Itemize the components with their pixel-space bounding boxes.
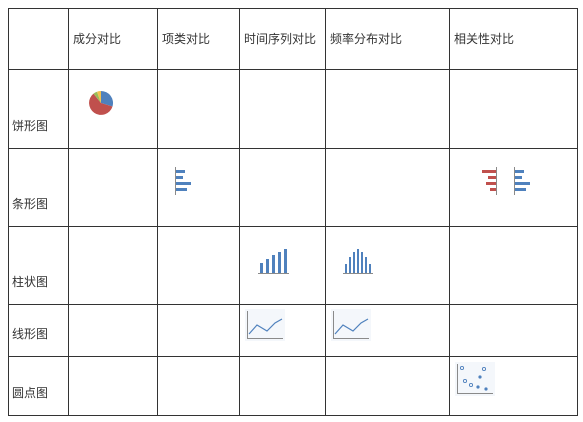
cell-column-item (157, 226, 240, 305)
horizontal-bar-chart-icon (514, 167, 530, 195)
scatter-plot-icon (455, 362, 495, 396)
cell-scatter-composition (68, 356, 158, 416)
cell-bar-correlation (449, 148, 578, 227)
cell-pie-composition (68, 69, 158, 149)
cell-scatter-frequency (325, 356, 450, 416)
cell-bar-time-series (239, 148, 326, 227)
row-header-scatter: 圆点图 (8, 356, 69, 416)
col-header-frequency: 频率分布对比 (325, 8, 450, 70)
line-chart-icon (331, 309, 371, 341)
corner-cell (8, 8, 69, 70)
cell-bar-item (157, 148, 240, 227)
cell-scatter-time-series (239, 356, 326, 416)
row-bar: 条形图 (8, 148, 578, 227)
cell-scatter-item (157, 356, 240, 416)
row-pie: 饼形图 (8, 69, 578, 149)
cell-scatter-correlation (449, 356, 578, 416)
cell-pie-time-series (239, 69, 326, 149)
cell-column-correlation (449, 226, 578, 305)
cell-line-correlation (449, 304, 578, 357)
row-header-pie: 饼形图 (8, 69, 69, 149)
cell-pie-frequency (325, 69, 450, 149)
line-chart-icon (245, 309, 285, 341)
cell-bar-composition (68, 148, 158, 227)
pie-chart-icon (89, 90, 114, 115)
col-header-correlation: 相关性对比 (449, 8, 578, 70)
chart-selection-matrix: 成分对比 项类对比 时间序列对比 频率分布对比 相关性对比 饼形图 条形图 (8, 8, 578, 416)
row-scatter: 圆点图 (8, 356, 578, 416)
column-chart-icon (258, 249, 289, 274)
header-row: 成分对比 项类对比 时间序列对比 频率分布对比 相关性对比 (8, 8, 578, 70)
cell-column-time-series (239, 226, 326, 305)
histogram-icon (343, 249, 373, 274)
cell-line-composition (68, 304, 158, 357)
cell-column-composition (68, 226, 158, 305)
row-header-column: 柱状图 (8, 226, 69, 305)
cell-line-frequency (325, 304, 450, 357)
horizontal-bar-chart-icon (175, 167, 191, 195)
cell-column-frequency (325, 226, 450, 305)
row-header-bar: 条形图 (8, 148, 69, 227)
row-column: 柱状图 (8, 226, 578, 305)
col-header-time-series: 时间序列对比 (239, 8, 326, 70)
cell-bar-frequency (325, 148, 450, 227)
row-line: 线形图 (8, 304, 578, 357)
cell-line-item (157, 304, 240, 357)
col-header-item: 项类对比 (157, 8, 240, 70)
cell-pie-item (157, 69, 240, 149)
cell-line-time-series (239, 304, 326, 357)
row-header-line: 线形图 (8, 304, 69, 357)
cell-pie-correlation (449, 69, 578, 149)
col-header-composition: 成分对比 (68, 8, 158, 70)
diverging-bar-chart-icon (482, 167, 497, 195)
